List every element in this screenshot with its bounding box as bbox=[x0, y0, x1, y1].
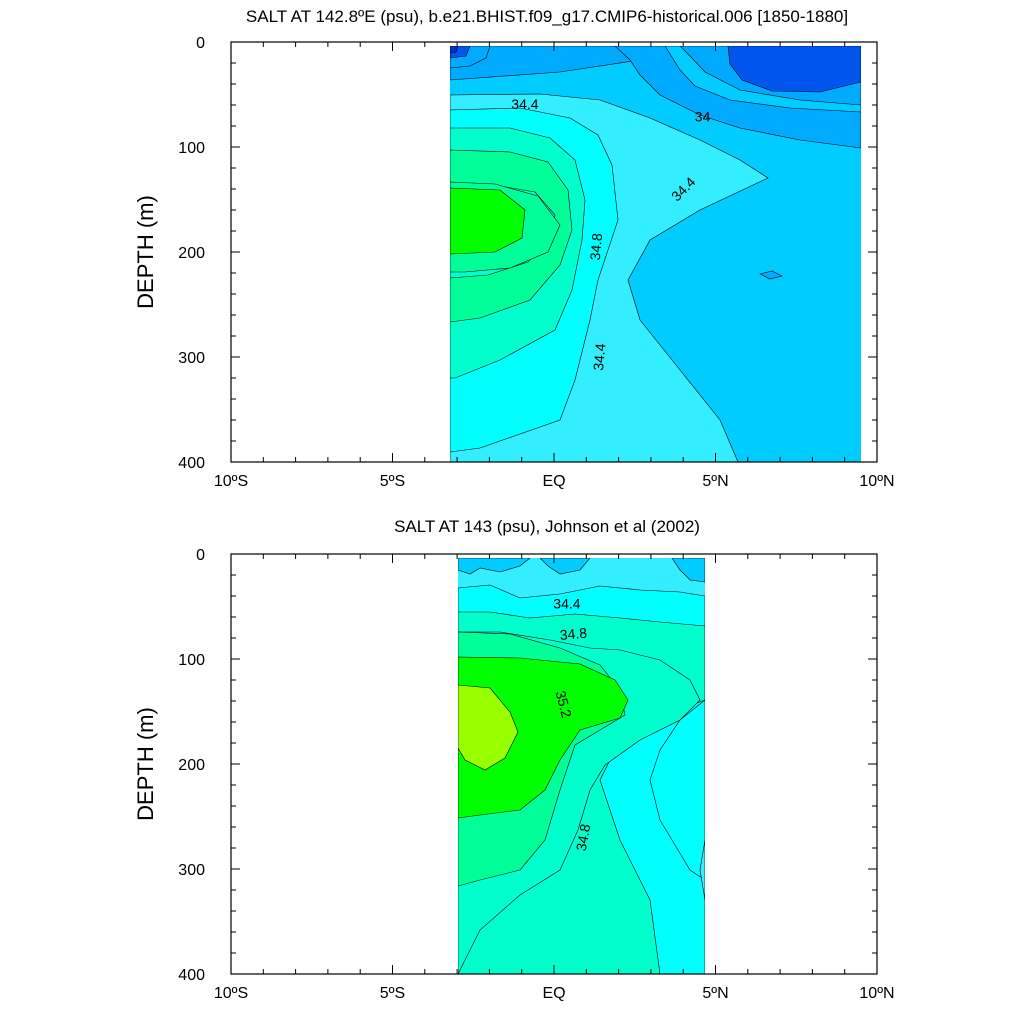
x-tick-label: EQ bbox=[542, 985, 565, 1002]
y-tick-label: 0 bbox=[196, 547, 205, 564]
y-tick-label: 0 bbox=[196, 35, 205, 52]
panel1-ylabel: DEPTH (m) bbox=[133, 195, 158, 309]
panel2-fill-34-2-east bbox=[671, 558, 705, 583]
contour-label: 34.4 bbox=[553, 595, 580, 611]
panel2-fill-35-4 bbox=[458, 684, 519, 771]
y-tick-label: 200 bbox=[178, 245, 205, 262]
panel1-title: SALT AT 142.8ºE (psu), b.e21.BHIST.f09_g… bbox=[246, 7, 848, 26]
y-tick-label: 100 bbox=[178, 652, 205, 669]
y-tick-label: 200 bbox=[178, 757, 205, 774]
x-tick-label: 10ºN bbox=[859, 985, 894, 1002]
contour-label: 34.4 bbox=[511, 96, 538, 112]
y-tick-label: 100 bbox=[178, 140, 205, 157]
contour-label: 34.8 bbox=[587, 232, 605, 261]
y-tick-label: 400 bbox=[178, 967, 205, 984]
contour-label-text: 34.8 bbox=[573, 822, 594, 852]
panel2-fill-34-2-mid bbox=[539, 558, 591, 575]
panel2-fill-34-2-west bbox=[458, 558, 531, 575]
contour-label-text: 34.4 bbox=[553, 595, 580, 611]
x-tick-label: 5ºN bbox=[702, 473, 728, 490]
panel1-fill-corner-3 bbox=[450, 46, 459, 54]
y-tick-label: 300 bbox=[178, 350, 205, 367]
x-tick-label: 10ºN bbox=[859, 473, 894, 490]
contour-label-text: 34.8 bbox=[587, 232, 605, 261]
panel1-fill-33-8 bbox=[727, 46, 861, 93]
panel1-fill-blob bbox=[759, 270, 783, 280]
contour-label: 34 bbox=[695, 109, 711, 125]
x-tick-label: 5ºN bbox=[702, 985, 728, 1002]
model-salinity-panel: SALT AT 142.8ºE (psu), b.e21.BHIST.f09_g… bbox=[133, 7, 895, 490]
contour-label: 34.8 bbox=[559, 625, 588, 643]
x-tick-label: 5ºS bbox=[380, 473, 405, 490]
y-tick-label: 300 bbox=[178, 862, 205, 879]
panel2-ylabel: DEPTH (m) bbox=[133, 707, 158, 821]
panel2-title: SALT AT 143 (psu), Johnson et al (2002) bbox=[394, 517, 700, 536]
contour-label: 34.8 bbox=[573, 822, 594, 852]
panel2-axes: 10ºS 5ºS EQ 5ºN 10ºN 0 100 200 300 400 bbox=[178, 547, 894, 1002]
panel1-fill-35-2 bbox=[450, 187, 526, 255]
contour-label: 34.4 bbox=[590, 343, 608, 372]
observed-salinity-panel: SALT AT 143 (psu), Johnson et al (2002) … bbox=[133, 517, 895, 1002]
contour-label-text: 35.2 bbox=[552, 689, 575, 720]
contour-label-text: 34 bbox=[695, 109, 711, 125]
panel1-contour-field bbox=[450, 46, 861, 462]
contour-label-text: 34.4 bbox=[511, 96, 538, 112]
x-tick-label: 10ºS bbox=[214, 473, 248, 490]
y-tick-label: 400 bbox=[178, 455, 205, 472]
panel2-fill-34-4-east bbox=[699, 839, 705, 901]
panel2-contour-field bbox=[458, 558, 705, 974]
panel2-fill-35-2 bbox=[458, 656, 629, 819]
panel2-contour-labels: 34.4 34.8 35.2 34.8 bbox=[552, 595, 594, 852]
x-tick-label: EQ bbox=[542, 473, 565, 490]
x-tick-label: 5ºS bbox=[380, 985, 405, 1002]
panel1-axes: 10ºS 5ºS EQ 5ºN 10ºN 0 100 200 300 400 bbox=[178, 35, 894, 490]
x-tick-label: 10ºS bbox=[214, 985, 248, 1002]
contour-label-text: 34.4 bbox=[590, 343, 608, 372]
contour-label: 35.2 bbox=[552, 689, 575, 720]
contour-label-text: 34.8 bbox=[559, 625, 588, 643]
